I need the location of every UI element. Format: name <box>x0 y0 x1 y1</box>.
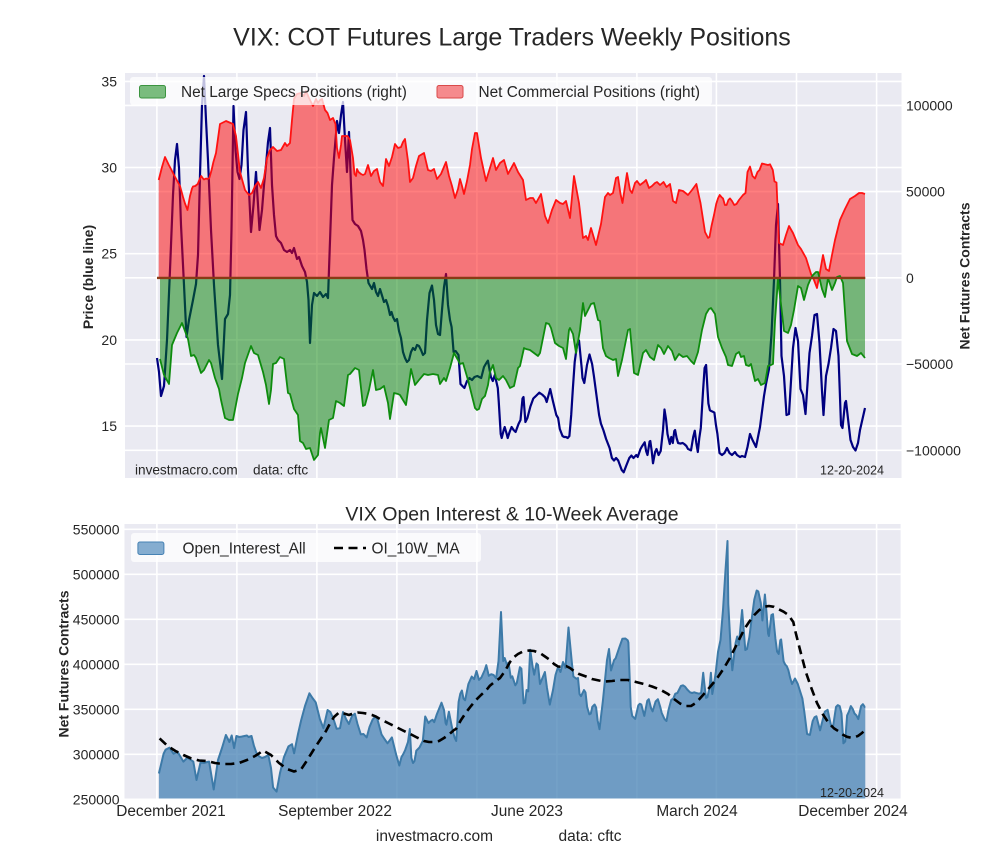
svg-text:50000: 50000 <box>906 184 945 200</box>
svg-text:September 2022: September 2022 <box>278 803 392 820</box>
svg-text:300000: 300000 <box>73 746 120 762</box>
svg-text:June 2023: June 2023 <box>491 803 563 820</box>
svg-text:20: 20 <box>101 332 117 348</box>
svg-text:100000: 100000 <box>906 97 953 113</box>
svg-text:Net Large Specs Positions (rig: Net Large Specs Positions (right) <box>181 84 407 101</box>
svg-text:Price (blue line): Price (blue line) <box>80 225 96 329</box>
svg-text:−100000: −100000 <box>906 442 961 458</box>
svg-text:30: 30 <box>101 160 117 176</box>
svg-text:Net Commercial Positions (righ: Net Commercial Positions (right) <box>479 84 701 101</box>
svg-text:500000: 500000 <box>73 566 120 582</box>
svg-text:March 2024: March 2024 <box>656 803 738 820</box>
svg-text:investmacro.com: investmacro.com <box>135 463 238 478</box>
svg-text:December 2021: December 2021 <box>116 803 226 820</box>
svg-text:35: 35 <box>101 73 117 89</box>
svg-text:350000: 350000 <box>73 701 120 717</box>
svg-text:−50000: −50000 <box>906 356 953 372</box>
svg-text:investmacro.com: investmacro.com <box>376 828 493 845</box>
svg-text:550000: 550000 <box>73 521 120 537</box>
svg-text:Net Futures Contracts: Net Futures Contracts <box>56 590 72 737</box>
svg-text:12-20-2024: 12-20-2024 <box>820 786 884 800</box>
svg-text:250000: 250000 <box>73 791 120 807</box>
svg-text:25: 25 <box>101 246 117 262</box>
svg-text:400000: 400000 <box>73 656 120 672</box>
svg-text:OI_10W_MA: OI_10W_MA <box>372 541 461 558</box>
svg-text:450000: 450000 <box>73 611 120 627</box>
svg-text:0: 0 <box>906 270 914 286</box>
svg-text:December 2024: December 2024 <box>798 803 908 820</box>
svg-text:VIX: COT Futures Large Traders: VIX: COT Futures Large Traders Weekly Po… <box>233 24 791 52</box>
svg-text:Net Futures Contracts: Net Futures Contracts <box>957 202 973 349</box>
svg-text:Open_Interest_All: Open_Interest_All <box>183 541 306 558</box>
svg-text:12-20-2024: 12-20-2024 <box>820 464 884 478</box>
svg-text:data: cftc: data: cftc <box>253 463 308 478</box>
svg-text:15: 15 <box>101 418 117 434</box>
svg-text:data: cftc: data: cftc <box>559 828 622 845</box>
svg-text:VIX Open Interest & 10-Week Av: VIX Open Interest & 10-Week Average <box>345 504 678 526</box>
